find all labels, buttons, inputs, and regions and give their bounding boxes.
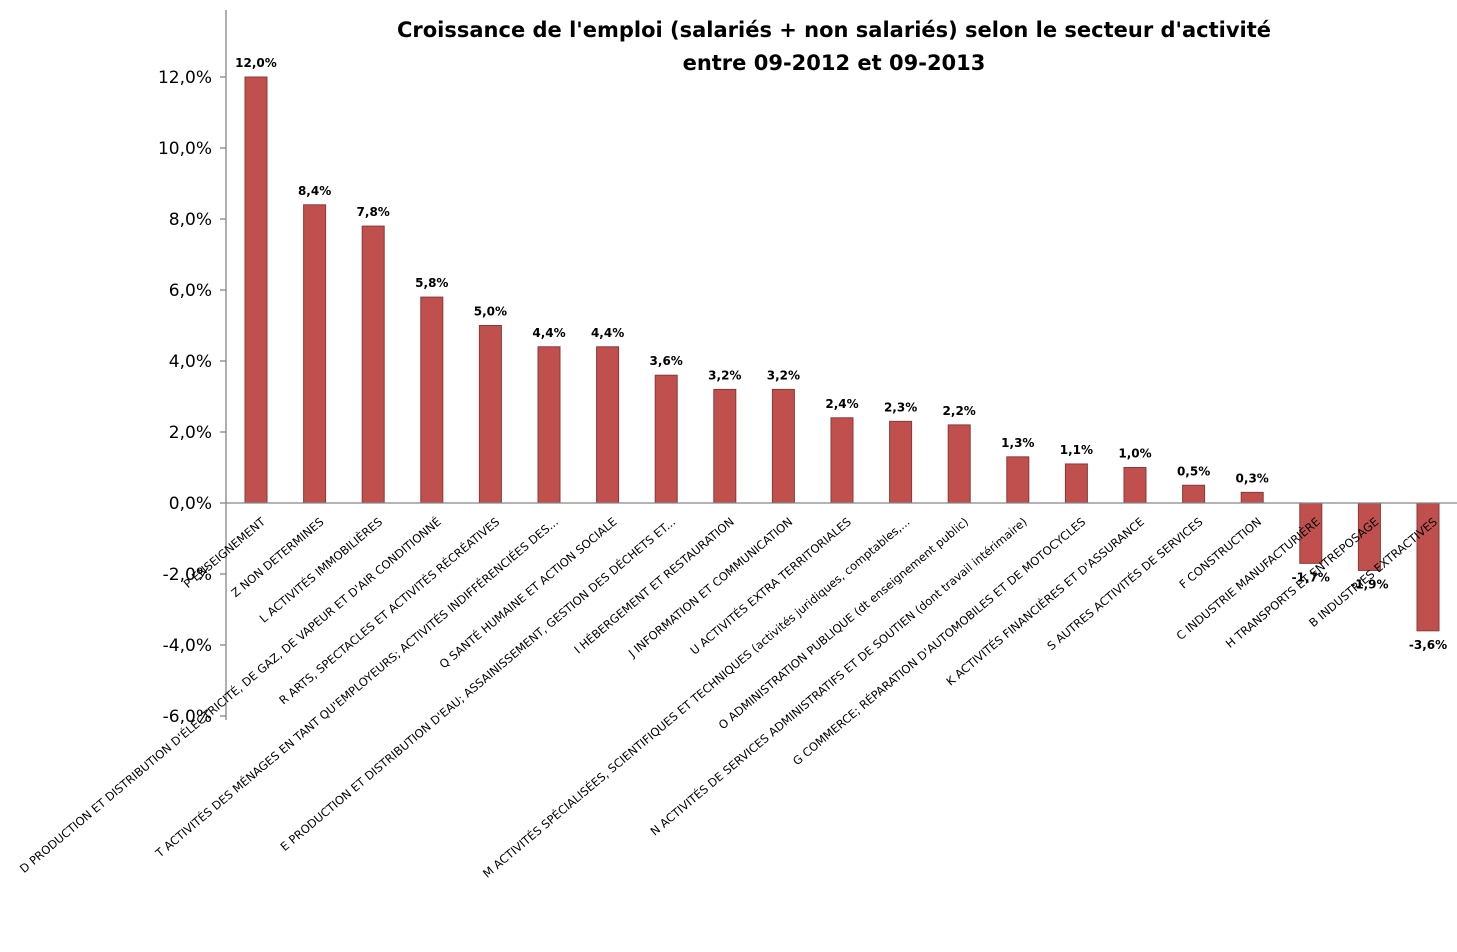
bar	[1240, 491, 1264, 504]
data-label: 12,0%	[235, 56, 277, 70]
bar	[361, 225, 385, 504]
y-tick-label: 6,0%	[169, 281, 212, 301]
y-tick-label: 4,0%	[169, 352, 212, 372]
data-label: -3,6%	[1409, 638, 1447, 652]
data-label: 1,1%	[1060, 443, 1093, 457]
y-tick-label: -4,0%	[163, 636, 212, 656]
data-label: -1,7%	[1292, 570, 1330, 584]
y-tick-label: -2,0%	[163, 565, 212, 585]
bar	[596, 346, 620, 504]
data-label: 0,5%	[1177, 464, 1210, 478]
category-label: K ACTIVITÉS FINANCIÈRES ET D'ASSURANCE	[943, 514, 1147, 689]
data-label: 5,0%	[474, 305, 507, 319]
bar	[478, 325, 502, 504]
bar	[244, 76, 268, 504]
bar	[303, 204, 327, 504]
bar	[889, 420, 913, 504]
data-label: 7,8%	[357, 205, 390, 219]
data-label: 8,4%	[298, 184, 331, 198]
y-tick-label: -6,0%	[163, 707, 212, 727]
y-tick-label: 12,0%	[158, 68, 212, 88]
data-label: -1,9%	[1350, 577, 1388, 591]
category-label: N ACTIVITÉS DE SERVICES ADMINISTRATIFS E…	[647, 514, 1030, 839]
data-label: 1,3%	[1001, 436, 1034, 450]
category-label: R ARTS, SPECTACLES ET ACTIVITÉS RÉCRÉATI…	[276, 514, 503, 708]
y-tick-label: 0,0%	[169, 494, 212, 514]
chart-subtitle: entre 09-2012 et 09-2013	[683, 51, 986, 75]
bar	[1123, 467, 1147, 504]
data-label: 5,8%	[415, 276, 448, 290]
bar	[713, 388, 737, 504]
bar	[1182, 484, 1206, 504]
bar	[830, 417, 854, 504]
data-label: 4,4%	[532, 326, 565, 340]
data-label: 2,4%	[825, 397, 858, 411]
data-label: 4,4%	[591, 326, 624, 340]
category-label: L ACTIVITÉS IMMOBILIÈRES	[256, 514, 385, 626]
category-label: D PRODUCTION ET DISTRIBUTION D'ÉLECTRICI…	[16, 514, 443, 876]
bar	[947, 424, 971, 504]
data-label: 2,3%	[884, 400, 917, 414]
bar	[1064, 463, 1088, 504]
bar	[1006, 456, 1030, 504]
chart-title: Croissance de l'emploi (salariés + non s…	[397, 18, 1271, 42]
bars	[244, 76, 1440, 632]
data-labels: 12,0% 8,4% 7,8% 5,8% 5,0% 4,4% 4,4% 3,6% 3,2% 3,2…	[235, 56, 1447, 652]
data-label: 1,0%	[1118, 447, 1151, 461]
data-label: 3,2%	[767, 368, 800, 382]
bar	[654, 374, 678, 504]
data-label: 0,3%	[1236, 471, 1269, 485]
data-label: 3,6%	[650, 354, 683, 368]
bar	[771, 388, 795, 504]
y-tick-label: 2,0%	[169, 423, 212, 443]
y-tick-label: 10,0%	[158, 139, 212, 159]
y-axis-ticks: 12,0% 10,0% 8,0% 6,0% 4,0% 2,0% 0,0% -2,0% -4,0%…	[158, 68, 226, 727]
y-tick-label: 8,0%	[169, 210, 212, 230]
data-label: 2,2%	[943, 404, 976, 418]
bar	[537, 346, 561, 504]
bar	[420, 296, 444, 504]
data-label: 3,2%	[708, 368, 741, 382]
